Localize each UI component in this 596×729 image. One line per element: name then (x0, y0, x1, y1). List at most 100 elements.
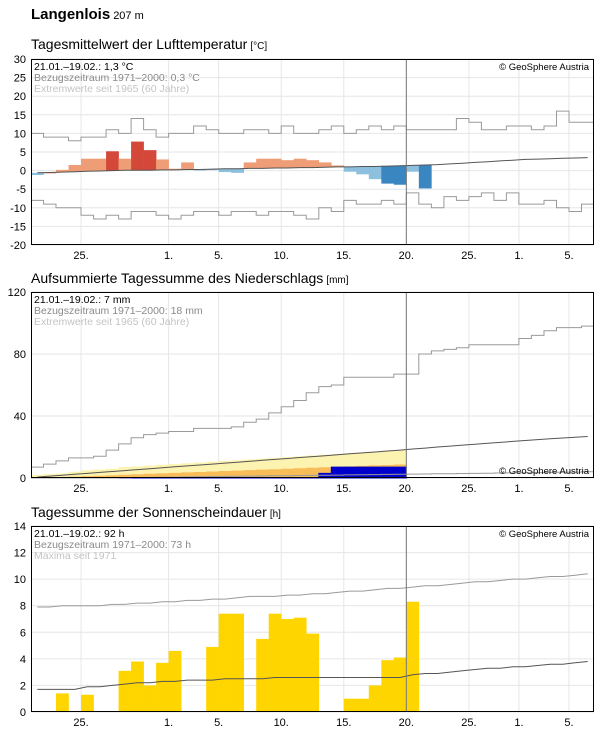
temp-bar-20 (281, 160, 295, 168)
sun-bar-4 (81, 694, 94, 712)
info-line-0: 21.01.–19.02.: 92 h (34, 528, 125, 540)
info-line-2: Extremwerte seit 1965 (60 Jahre) (34, 83, 189, 95)
copyright-label: © GeoSphere Austria (499, 466, 590, 477)
info-line-2: Extremwerte seit 1965 (60 Jahre) (34, 316, 189, 328)
series-normal-line (37, 157, 588, 174)
xtick-label-7: 1. (514, 717, 523, 729)
xtick-label-8: 5. (564, 483, 573, 495)
temp-bar-11 (168, 168, 182, 170)
ytick-label-2: 4 (20, 654, 26, 666)
xtick-label-0: 25. (73, 483, 88, 495)
ytick-label-2: 80 (14, 349, 26, 361)
info-line-0: 21.01.–19.02.: 7 mm (34, 294, 131, 306)
ytick-label-10: 30 (14, 54, 26, 66)
temp-bar-15 (218, 168, 232, 173)
station-name: Langenlois (31, 6, 111, 23)
sun-bar-2 (56, 693, 69, 712)
info-line-0: 21.01.–19.02.: 1,3 °C (34, 61, 134, 73)
temperature-unit: [°C] (250, 41, 268, 52)
ytick-label-8: 20 (14, 91, 26, 103)
xtick-label-6: 25. (461, 717, 476, 729)
xtick-label-5: 20. (399, 250, 414, 262)
temp-bar-25 (343, 166, 357, 172)
xtick-label-8: 5. (564, 250, 573, 262)
ytick-label-4: 8 (20, 601, 26, 613)
precipitation-title-text: Aufsummierte Tagessumme des Niederschlag… (31, 270, 324, 286)
temp-bar-19 (268, 158, 282, 168)
ytick-label-3: -5 (16, 184, 26, 196)
copyright-label: © GeoSphere Austria (499, 529, 590, 540)
xtick-label-7: 1. (514, 250, 523, 262)
sun-bar-21 (293, 617, 307, 712)
sun-bar-14 (206, 646, 219, 712)
info-line-1: Bezugszeitraum 1971–2000: 18 mm (34, 305, 203, 317)
temp-bar-24 (331, 165, 345, 167)
precipitation-unit: [mm] (326, 275, 349, 286)
xtick-label-0: 25. (73, 717, 88, 729)
temp-bar-31 (418, 165, 432, 189)
sun-bar-9 (143, 685, 157, 712)
xtick-label-5: 20. (399, 483, 414, 495)
ytick-label-0: 0 (20, 473, 26, 485)
ytick-label-3: 120 (8, 287, 26, 299)
ytick-label-5: 5 (20, 147, 26, 159)
ytick-label-0: -20 (10, 240, 26, 252)
sun-bar-10 (156, 662, 169, 712)
ytick-label-7: 14 (14, 521, 26, 533)
ytick-label-6: 12 (14, 548, 26, 560)
ytick-label-1: 2 (20, 680, 26, 692)
copyright-label: © GeoSphere Austria (499, 62, 590, 73)
ytick-label-6: 10 (14, 128, 26, 140)
ytick-label-0: 0 (20, 707, 26, 719)
sunshine-title: Tagessumme der Sonnenscheindauer [h] (31, 504, 281, 520)
temp-bar-0 (31, 172, 44, 176)
temp-bar-17 (243, 162, 257, 169)
temp-bar-10 (156, 159, 169, 170)
precipitation-title: Aufsummierte Tagessumme des Niederschlag… (31, 270, 349, 286)
sun-bar-26 (356, 698, 370, 712)
xtick-label-5: 20. (399, 717, 414, 729)
xtick-label-4: 15. (336, 483, 351, 495)
temp-bar-6 (106, 151, 119, 171)
temp-bar-16 (231, 168, 244, 173)
temp-bar-23 (318, 162, 332, 168)
sun-bar-16 (231, 613, 244, 712)
ytick-label-2: -10 (10, 203, 26, 215)
series-max-line (37, 573, 588, 608)
temp-bar-3 (68, 165, 82, 172)
sun-bar-15 (218, 613, 232, 712)
precipitation-chart: 0 40 80 120 25. 1. 5. 10. 15. 20. 25. 1. 5. 21.01.–19… (8, 287, 594, 495)
sun-bar-7 (118, 670, 132, 712)
plot-frame (31, 526, 594, 712)
temp-bar-22 (306, 160, 320, 168)
info-line-1: Bezugszeitraum 1971–2000: 0,3 °C (34, 72, 200, 84)
temperature-title: Tagesmittelwert der Lufttemperatur [°C] (31, 36, 267, 52)
temp-bar-7 (118, 158, 132, 171)
station-elevation: 207 m (113, 10, 144, 22)
xtick-label-3: 10. (274, 717, 289, 729)
sun-bar-22 (306, 633, 320, 712)
sun-bar-8 (131, 661, 144, 712)
xtick-label-2: 5. (214, 717, 223, 729)
xtick-label-1: 1. (164, 250, 173, 262)
temp-bar-29 (393, 165, 407, 185)
station-title: Langenlois 207 m (31, 6, 144, 23)
plot-frame (31, 59, 594, 245)
temp-bar-8 (131, 141, 144, 171)
temp-bar-21 (293, 158, 307, 168)
series-normal-line (37, 436, 588, 478)
series-max-line (31, 110, 594, 142)
xtick-label-8: 5. (564, 717, 573, 729)
ytick-label-9: 25 (14, 73, 26, 85)
temp-bar-2 (56, 169, 69, 173)
temp-bar-12 (181, 162, 194, 170)
plot-frame (31, 292, 594, 478)
xtick-label-2: 5. (214, 483, 223, 495)
sun-bar-18 (256, 638, 270, 712)
ytick-label-1: -15 (10, 221, 26, 233)
sunshine-unit: [h] (269, 509, 281, 520)
sun-bar-19 (268, 613, 282, 712)
temp-bar-4 (81, 158, 94, 172)
temp-bar-5 (93, 158, 107, 171)
